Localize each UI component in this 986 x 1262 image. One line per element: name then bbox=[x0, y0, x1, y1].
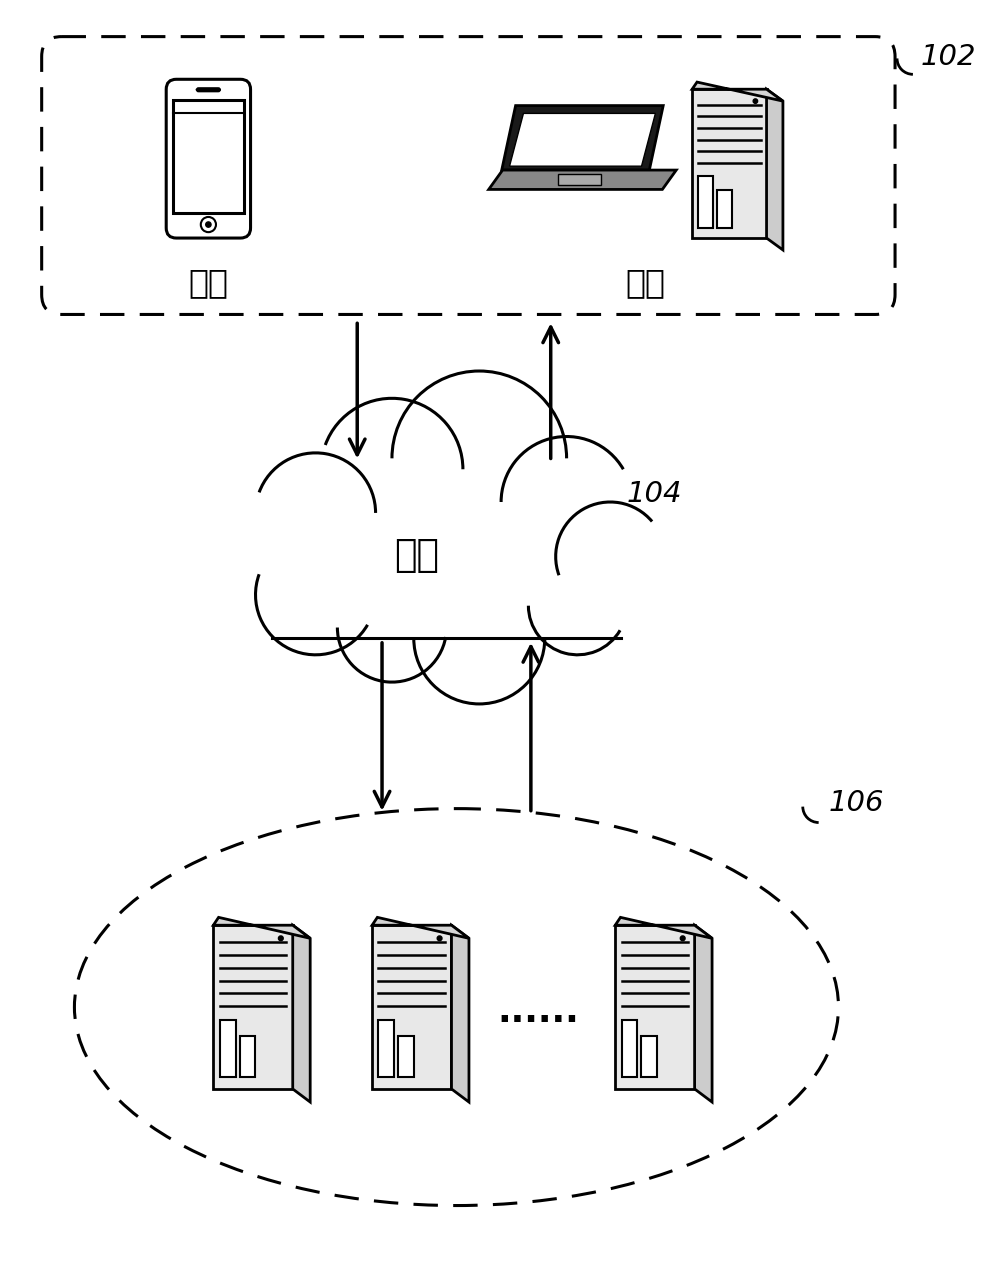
Bar bbox=[716, 191, 731, 227]
Circle shape bbox=[501, 437, 631, 568]
Bar bbox=[557, 174, 600, 186]
FancyBboxPatch shape bbox=[166, 80, 250, 239]
Bar bbox=[213, 925, 293, 1089]
Circle shape bbox=[437, 936, 442, 940]
Circle shape bbox=[391, 371, 566, 545]
Polygon shape bbox=[509, 114, 655, 167]
Bar bbox=[220, 1020, 236, 1078]
Circle shape bbox=[200, 217, 216, 232]
Polygon shape bbox=[691, 82, 782, 101]
Circle shape bbox=[255, 535, 376, 655]
Bar bbox=[691, 90, 766, 239]
Polygon shape bbox=[451, 925, 468, 1102]
Circle shape bbox=[555, 502, 665, 611]
Polygon shape bbox=[614, 917, 711, 939]
Polygon shape bbox=[293, 925, 310, 1102]
Bar bbox=[641, 1036, 657, 1078]
FancyBboxPatch shape bbox=[196, 88, 220, 92]
Circle shape bbox=[205, 222, 211, 227]
Polygon shape bbox=[766, 90, 782, 250]
Text: 手机: 手机 bbox=[188, 266, 228, 299]
Text: 106: 106 bbox=[827, 789, 883, 817]
Bar bbox=[240, 1036, 255, 1078]
Bar bbox=[621, 1020, 637, 1078]
Circle shape bbox=[679, 936, 684, 940]
Bar bbox=[372, 925, 451, 1089]
Circle shape bbox=[528, 557, 626, 655]
Circle shape bbox=[255, 453, 376, 573]
Text: 电脑: 电脑 bbox=[624, 266, 665, 299]
Text: 网络: 网络 bbox=[393, 538, 439, 574]
Polygon shape bbox=[372, 917, 468, 939]
Circle shape bbox=[413, 573, 544, 704]
Circle shape bbox=[320, 399, 462, 540]
Bar bbox=[249, 545, 642, 676]
Circle shape bbox=[278, 936, 283, 940]
Text: 102: 102 bbox=[920, 43, 975, 71]
Polygon shape bbox=[694, 925, 711, 1102]
Bar bbox=[398, 1036, 414, 1078]
Polygon shape bbox=[488, 170, 675, 189]
Text: 104: 104 bbox=[626, 480, 681, 509]
Bar bbox=[173, 100, 244, 213]
Bar bbox=[697, 175, 712, 227]
Polygon shape bbox=[501, 106, 663, 170]
Circle shape bbox=[337, 573, 446, 681]
Text: ......: ...... bbox=[496, 994, 578, 1029]
Bar bbox=[378, 1020, 394, 1078]
Bar bbox=[614, 925, 694, 1089]
Circle shape bbox=[752, 98, 757, 103]
Polygon shape bbox=[213, 917, 310, 939]
